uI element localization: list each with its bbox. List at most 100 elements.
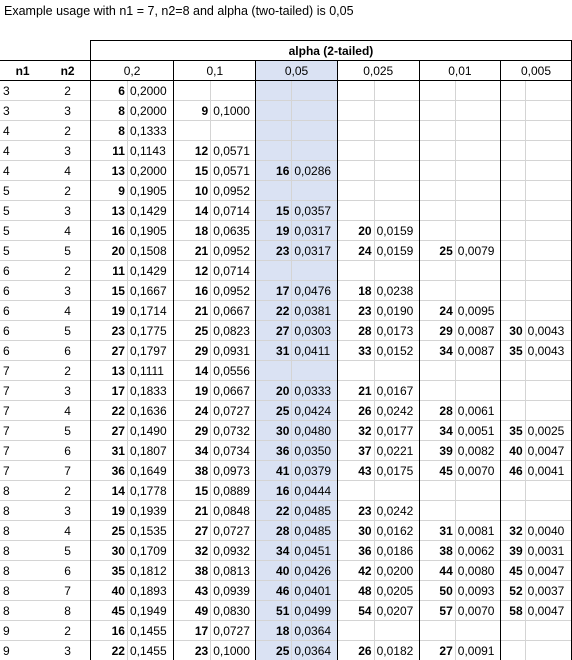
critical-value-cell: 28	[337, 321, 374, 341]
p-value-cell: 0,1490	[127, 421, 173, 441]
n1-cell: 6	[0, 341, 45, 361]
p-value-cell: 0,0823	[211, 321, 256, 341]
p-value-cell	[525, 241, 571, 261]
n1-cell: 9	[0, 621, 45, 641]
critical-value-cell: 30	[337, 521, 374, 541]
p-value-cell: 0,0379	[292, 461, 337, 481]
alpha-header: 0,01	[419, 61, 500, 81]
p-value-cell: 0,0889	[211, 481, 256, 501]
p-value-cell: 0,0242	[374, 401, 419, 421]
p-value-cell	[455, 501, 500, 521]
n2-cell: 2	[45, 81, 90, 101]
critical-value-cell: 50	[419, 581, 455, 601]
critical-value-cell: 22	[90, 401, 127, 421]
p-value-cell: 0,1893	[127, 581, 173, 601]
p-value-cell: 0,0932	[211, 541, 256, 561]
p-value-cell: 0,1143	[127, 141, 173, 161]
critical-value-cell	[501, 201, 526, 221]
critical-value-cell: 46	[501, 461, 526, 481]
critical-value-cell: 34	[174, 441, 211, 461]
example-caption: Example usage with n1 = 7, n2=8 and alph…	[4, 2, 354, 20]
p-value-cell	[525, 81, 571, 101]
p-value-cell	[525, 501, 571, 521]
p-value-cell	[525, 281, 571, 301]
p-value-cell: 0,1000	[211, 641, 256, 660]
p-value-cell: 0,0571	[211, 141, 256, 161]
p-value-cell: 0,0364	[292, 641, 337, 660]
p-value-cell: 0,0238	[374, 281, 419, 301]
critical-value-cell: 35	[501, 341, 526, 361]
p-value-cell: 0,1778	[127, 481, 173, 501]
p-value-cell: 0,0051	[455, 421, 500, 441]
n2-cell: 6	[45, 441, 90, 461]
critical-value-cell: 26	[337, 401, 374, 421]
p-value-cell: 0,0424	[292, 401, 337, 421]
p-value-cell: 0,0040	[525, 521, 571, 541]
critical-value-cell: 21	[174, 301, 211, 321]
critical-value-cell: 14	[174, 201, 211, 221]
p-value-cell: 0,0082	[455, 441, 500, 461]
n2-cell: 2	[45, 481, 90, 501]
p-value-cell: 0,0047	[525, 561, 571, 581]
critical-value-cell: 26	[337, 641, 374, 660]
critical-value-cell: 24	[174, 401, 211, 421]
critical-value-cell: 10	[174, 181, 211, 201]
n1-cell: 7	[0, 441, 45, 461]
p-value-cell	[292, 141, 337, 161]
p-value-cell	[455, 161, 500, 181]
critical-value-cell	[501, 381, 526, 401]
p-value-cell: 0,0087	[455, 321, 500, 341]
critical-value-cell: 49	[174, 601, 211, 621]
p-value-cell	[525, 361, 571, 381]
critical-value-cell	[256, 121, 292, 141]
critical-value-cell: 40	[256, 561, 292, 581]
p-value-cell: 0,0190	[374, 301, 419, 321]
p-value-cell: 0,0667	[211, 381, 256, 401]
critical-value-cell: 19	[90, 301, 127, 321]
critical-value-cell	[174, 121, 211, 141]
critical-value-cell: 11	[90, 261, 127, 281]
p-value-cell: 0,0047	[525, 441, 571, 461]
n2-cell: 4	[45, 401, 90, 421]
n1-cell: 7	[0, 381, 45, 401]
alpha-header: 0,1	[174, 61, 256, 81]
n2-cell: 7	[45, 581, 90, 601]
critical-value-cell: 44	[419, 561, 455, 581]
p-value-cell: 0,2000	[127, 81, 173, 101]
p-value-cell: 0,0221	[374, 441, 419, 461]
n2-cell: 3	[45, 381, 90, 401]
critical-value-cell: 21	[174, 241, 211, 261]
p-value-cell: 0,0952	[211, 181, 256, 201]
p-value-cell	[292, 361, 337, 381]
critical-value-cell: 16	[90, 621, 127, 641]
p-value-cell	[374, 481, 419, 501]
critical-value-cell	[419, 101, 455, 121]
critical-value-cell: 14	[174, 361, 211, 381]
p-value-cell	[374, 181, 419, 201]
p-value-cell	[525, 101, 571, 121]
critical-value-cell: 51	[256, 601, 292, 621]
p-value-cell	[374, 161, 419, 181]
critical-value-cell: 13	[90, 361, 127, 381]
critical-value-cell: 23	[337, 501, 374, 521]
alpha-header-highlighted: 0,05	[256, 61, 337, 81]
n1-cell: 6	[0, 301, 45, 321]
n2-cell: 2	[45, 621, 90, 641]
n1-cell: 3	[0, 101, 45, 121]
p-value-cell: 0,1667	[127, 281, 173, 301]
critical-value-cell: 23	[90, 321, 127, 341]
critical-value-cell	[501, 361, 526, 381]
critical-value-cell: 23	[174, 641, 211, 660]
critical-value-cell: 9	[174, 101, 211, 121]
p-value-cell: 0,1429	[127, 261, 173, 281]
p-value-cell	[374, 121, 419, 141]
p-value-cell: 0,0727	[211, 401, 256, 421]
p-value-cell: 0,0159	[374, 241, 419, 261]
critical-value-cell: 52	[501, 581, 526, 601]
